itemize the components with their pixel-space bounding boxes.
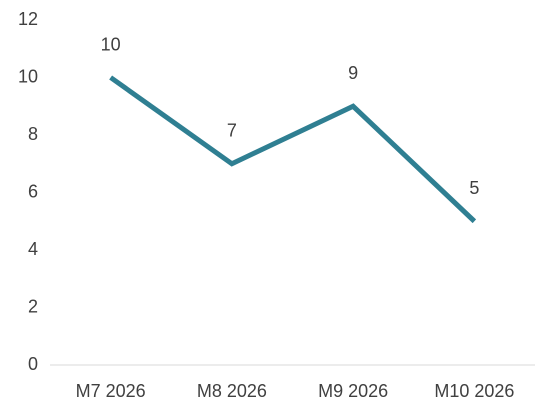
data-label: 5 — [469, 178, 479, 198]
line — [109, 75, 477, 224]
y-tick-label: 8 — [28, 124, 38, 144]
data-label: 7 — [227, 121, 237, 141]
y-tick-label: 10 — [18, 66, 38, 86]
x-tick-label: M9 2026 — [318, 381, 388, 401]
y-tick-label: 2 — [28, 296, 38, 316]
x-tick-label: M7 2026 — [76, 381, 146, 401]
y-tick-label: 4 — [28, 239, 38, 259]
data-label: 10 — [101, 34, 121, 54]
y-tick-label: 12 — [18, 9, 38, 29]
x-tick-label: M8 2026 — [197, 381, 267, 401]
data-label: 9 — [348, 63, 358, 83]
y-tick-label: 6 — [28, 181, 38, 201]
x-tick-label: M10 2026 — [434, 381, 514, 401]
y-tick-label: 0 — [28, 354, 38, 374]
